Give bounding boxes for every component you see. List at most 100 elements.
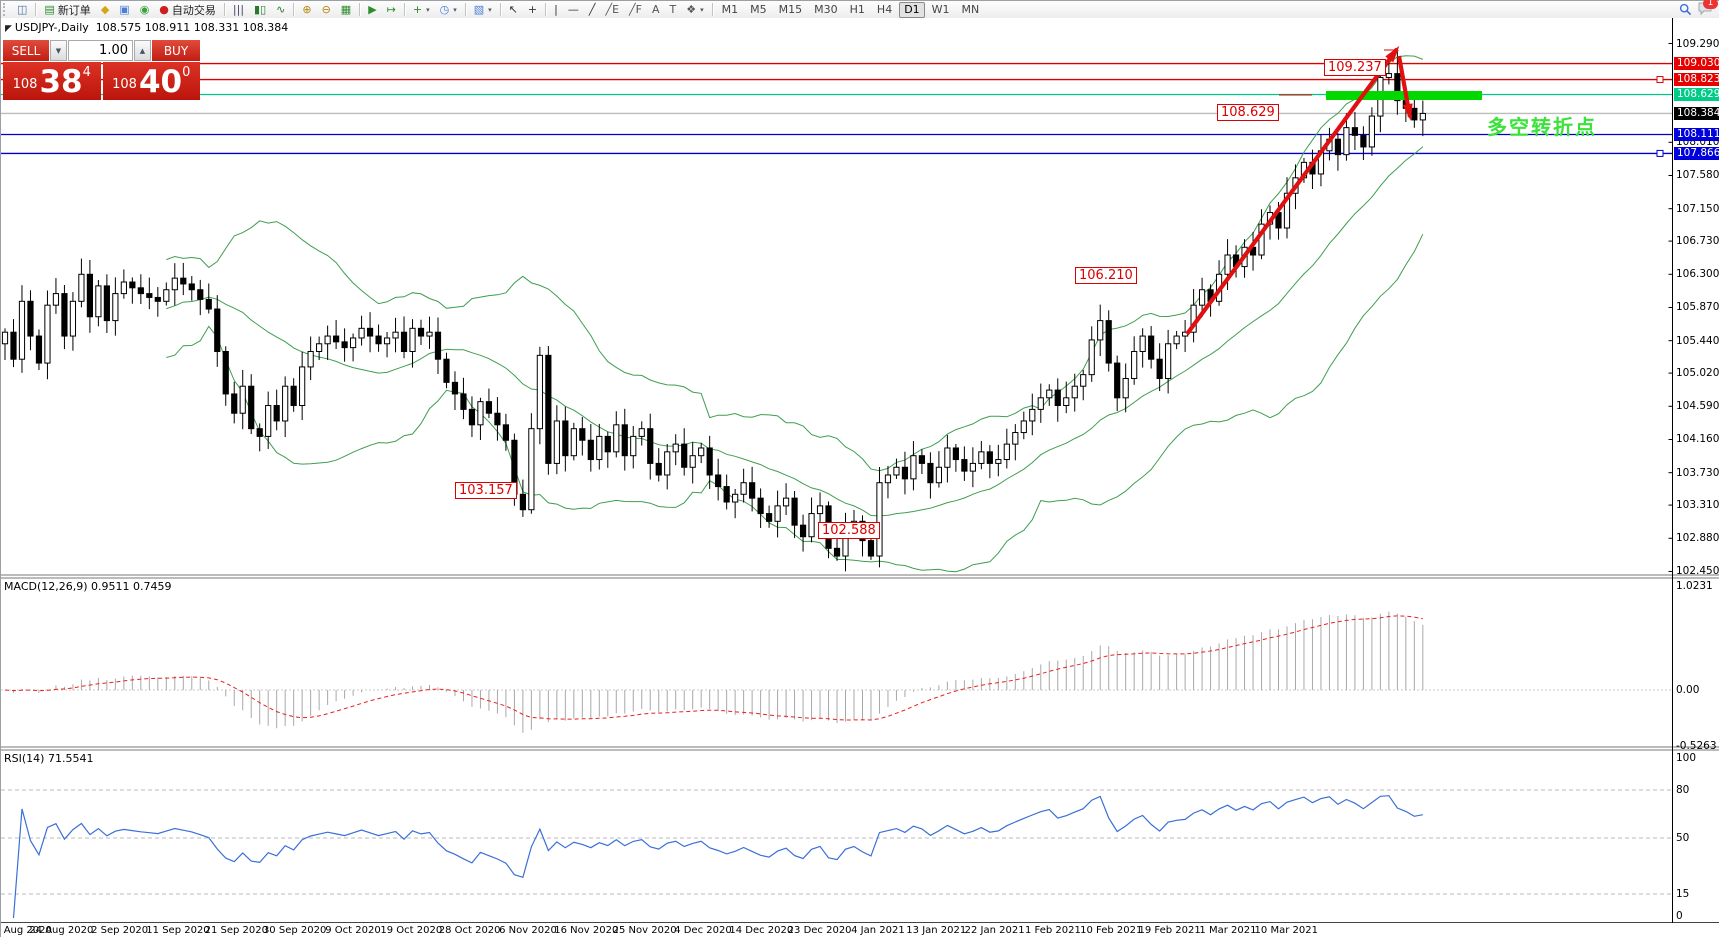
chart-shift-button[interactable]: ↦ — [382, 1, 401, 18]
price-axis[interactable]: 109.290 108.010 107.580 107.150 106.730 106.3… — [1674, 18, 1719, 923]
price-badge-108.111: 108.111 — [1674, 128, 1719, 141]
buy-button[interactable]: BUY — [152, 40, 200, 61]
timeframe-w1-button[interactable]: W1 — [931, 2, 950, 16]
bollinger-middle-band — [166, 146, 1424, 517]
candle-body — [299, 366, 306, 407]
text-button[interactable]: A — [647, 1, 665, 18]
line-handle[interactable] — [1656, 149, 1664, 157]
toolbar-separator — [223, 3, 225, 16]
candle-body — [1360, 134, 1367, 148]
volume-increase-button[interactable]: ▲ — [134, 40, 151, 61]
candle-body — [120, 281, 127, 295]
crosshair-button[interactable]: + — [523, 1, 542, 18]
toolbar: ◫ ▤ 新订单 ◆ ▣ ◉ ● 自动交易 ||| ▮▯ ∿ ⊕ ⊖ ▦ ▶ ↦ + ▾ ◷ ▾ ▧ ▾ ↖ + | — ╱ ╱E ╱F A… — [1, 0, 1719, 19]
vertical-line-icon: | — [554, 3, 558, 16]
channel-icon: ╱E — [605, 3, 620, 16]
fibonacci-button[interactable]: ╱F — [624, 1, 647, 18]
timeframe-mn-button[interactable]: MN — [961, 2, 980, 16]
new-chart-icon: + — [412, 3, 423, 16]
date-label: 21 Sep 2020 — [204, 925, 269, 936]
trend-arrow-up[interactable] — [1185, 47, 1399, 336]
buy-price-button[interactable]: 108 40 0 — [102, 62, 200, 100]
sell-price-button[interactable]: 108 38 4 — [3, 62, 101, 100]
price-annotation-109.237[interactable]: 109.237 — [1324, 59, 1386, 76]
zoom-in-button[interactable]: ⊕ — [297, 1, 316, 18]
chart-window-button[interactable]: ◫ — [12, 1, 32, 18]
line-handle[interactable] — [1656, 76, 1664, 84]
candle-body — [1088, 339, 1095, 376]
arrows-button[interactable]: ❖ ▾ — [681, 1, 708, 18]
brush-button[interactable]: ◆ — [96, 1, 114, 18]
candle-body — [587, 439, 594, 461]
candle-body — [638, 428, 645, 437]
timeframe-m5-button[interactable]: M5 — [750, 2, 767, 16]
label-button[interactable]: T — [665, 1, 682, 18]
chevron-down-icon: ▾ — [426, 5, 430, 14]
symbol-marker-icon: ◤ — [5, 24, 12, 34]
channel-button[interactable]: ╱E — [600, 1, 624, 18]
new-chart-button[interactable]: + ▾ — [408, 1, 435, 18]
chart-area[interactable]: ◤ USDJPY-,Daily 108.575 108.911 108.331 1… — [0, 18, 1719, 938]
candle-body — [171, 277, 178, 291]
candle-body — [27, 300, 34, 337]
search-icon[interactable] — [1679, 3, 1692, 16]
price-badge-108.384: 108.384 — [1674, 106, 1719, 120]
line-chart-button[interactable]: ∿ — [271, 1, 290, 18]
price-annotation-106.210[interactable]: 106.210 — [1075, 267, 1137, 284]
new-order-button[interactable]: ▤ 新订单 — [39, 1, 95, 18]
bars-button[interactable]: ||| — [228, 1, 249, 18]
candle-body — [349, 337, 357, 349]
turning-point-note[interactable]: 多空转折点 — [1487, 115, 1597, 139]
chevron-down-icon: ▾ — [453, 5, 457, 14]
timeframe-d1-button[interactable]: D1 — [899, 1, 925, 18]
tile-windows-button[interactable]: ▦ — [336, 1, 356, 18]
trendline-button[interactable]: ╱ — [584, 1, 601, 18]
volume-input[interactable]: 1.00 — [68, 40, 133, 61]
candle-body — [1037, 397, 1044, 410]
candle-body — [383, 337, 391, 345]
price-tick-label: 107.580 — [1676, 169, 1719, 182]
candle-body — [375, 335, 382, 345]
candle-body — [103, 285, 110, 322]
terminal-button[interactable]: ▣ — [114, 1, 134, 18]
bollinger-upper-band — [166, 55, 1424, 472]
autotrading-button[interactable]: ● 自动交易 — [154, 1, 221, 18]
price-annotation-102.588[interactable]: 102.588 — [818, 522, 880, 539]
periods-button[interactable]: ◷ ▾ — [435, 1, 462, 18]
auto-scroll-button[interactable]: ▶ — [363, 1, 381, 18]
arrows-icon: ❖ — [686, 3, 697, 16]
candle-body — [961, 459, 968, 472]
timeframe-m1-button[interactable]: M1 — [721, 2, 739, 16]
candle-body — [1385, 73, 1392, 78]
price-annotation-103.157[interactable]: 103.157 — [455, 482, 517, 499]
price-chart[interactable] — [1, 18, 1719, 923]
timeframe-h1-button[interactable]: H1 — [849, 2, 865, 16]
rsi-50-label: 50 — [1676, 832, 1690, 844]
candle-body — [1029, 408, 1036, 422]
toolbar-grip — [3, 3, 10, 16]
candle-body — [528, 428, 535, 511]
price-annotation-108.629[interactable]: 108.629 — [1217, 104, 1279, 121]
candle-body — [1139, 335, 1146, 352]
timeframe-m30-button[interactable]: M30 — [814, 2, 838, 16]
candles-button[interactable]: ▮▯ — [249, 1, 271, 18]
vertical-line-button[interactable]: | — [549, 1, 563, 18]
zoom-out-button[interactable]: ⊖ — [317, 1, 336, 18]
tile-windows-icon: ▦ — [340, 3, 352, 16]
timeframe-h4-button[interactable]: H4 — [876, 2, 893, 16]
timeframe-m15-button[interactable]: M15 — [778, 2, 803, 16]
signals-button[interactable]: ◉ — [135, 1, 155, 18]
horizontal-line-button[interactable]: — — [563, 1, 584, 18]
cursor-button[interactable]: ↖ — [504, 1, 523, 18]
price-tick-label: 105.440 — [1676, 334, 1719, 347]
date-label: 9 Oct 2020 — [325, 925, 381, 936]
candle-body — [1097, 320, 1104, 341]
candle-body — [893, 466, 900, 476]
indicators-button[interactable]: ▧ ▾ — [469, 1, 497, 18]
candle-body — [672, 443, 679, 453]
volume-decrease-button[interactable]: ▼ — [50, 40, 67, 61]
chat-icon[interactable]: 1 — [1698, 0, 1718, 18]
date-label: 23 Dec 2020 — [787, 925, 852, 936]
sell-button[interactable]: SELL — [3, 40, 49, 61]
